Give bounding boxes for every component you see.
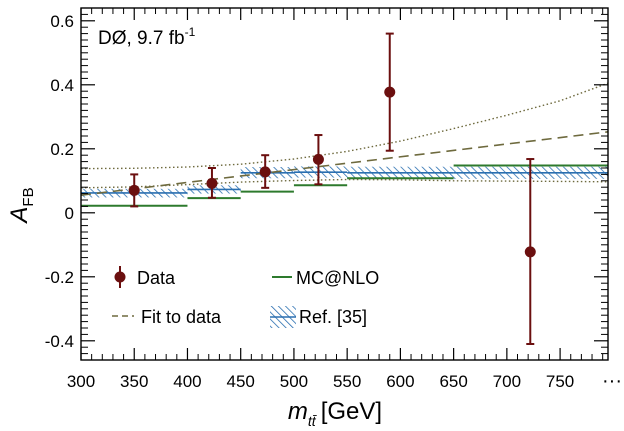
legend-label-mcnlo: MC@NLO — [296, 268, 379, 288]
x-tick-label: 550 — [333, 372, 361, 391]
axes: 300 350 400 450 500 550 600 650 700 750 0.6 0.4 0.2 0… — [45, 7, 608, 391]
x-axis-title: mtt̄ [GeV] — [288, 398, 382, 429]
legend-label-fit: Fit to data — [141, 307, 222, 327]
x-tick-label: 350 — [120, 372, 148, 391]
y-tick-label: -0.4 — [45, 332, 74, 351]
x-tick-label: 300 — [67, 372, 95, 391]
data-point — [384, 86, 396, 98]
legend-label-ref35: Ref. [35] — [299, 307, 367, 327]
x-tick-label: 450 — [227, 372, 255, 391]
fit-uncertainty-lower — [81, 178, 608, 189]
x-tick-label: 750 — [546, 372, 574, 391]
y-tick-label: 0.2 — [50, 140, 74, 159]
y-tick-label: -0.2 — [45, 268, 74, 287]
x-tick-label: 500 — [280, 372, 308, 391]
data-point — [312, 153, 324, 165]
fit-uncertainty-upper — [81, 82, 608, 170]
fit-line — [81, 131, 608, 196]
plot-frame — [80, 7, 609, 361]
plot-area — [81, 32, 608, 345]
legend: Data MC@NLO Fit to data Ref. [35] — [112, 266, 379, 328]
x-tick-label: 400 — [173, 372, 201, 391]
data-point — [206, 177, 218, 189]
x-tick-label: 700 — [493, 372, 521, 391]
data-point — [259, 166, 271, 178]
data-point — [128, 184, 140, 196]
y-tick-label: 0.4 — [50, 76, 74, 95]
y-tick-label: 0.6 — [50, 12, 74, 31]
x-tick-label: 600 — [386, 372, 414, 391]
legend-data-marker — [114, 271, 126, 283]
x-tick-label: 650 — [439, 372, 467, 391]
y-axis-title: AFB — [6, 187, 37, 224]
experiment-label: DØ, 9.7 fb-1 — [98, 25, 196, 49]
data-point — [524, 246, 536, 258]
y-tick-label: 0 — [65, 204, 74, 223]
legend-label-data: Data — [137, 268, 176, 288]
x-axis-break: ··· — [602, 370, 622, 392]
